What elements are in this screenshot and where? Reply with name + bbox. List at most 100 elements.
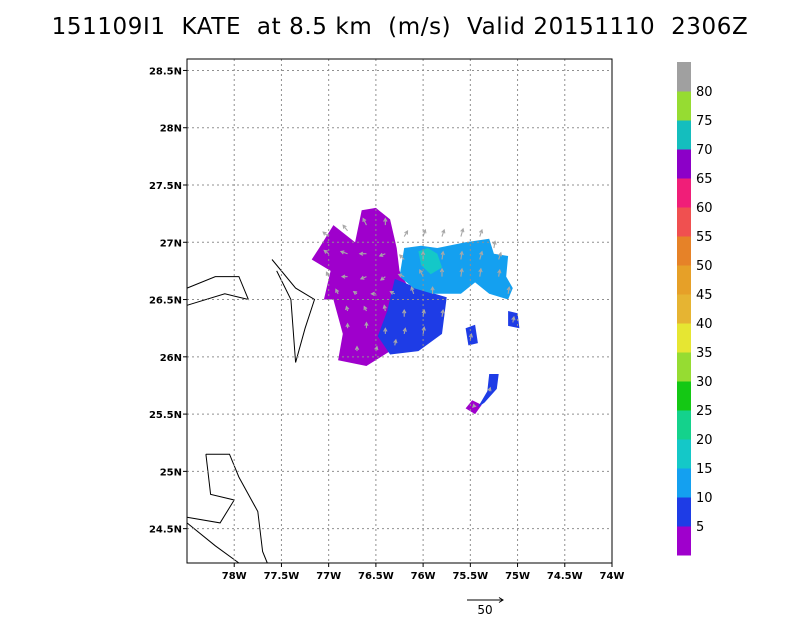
colorbar-segment — [677, 236, 691, 266]
wind-vector — [345, 322, 350, 329]
colorbar-segment — [677, 265, 691, 295]
wind-vector — [487, 386, 492, 392]
chart-title: 151109I1 KATE at 8.5 km (m/s) Valid 2015… — [51, 14, 749, 40]
coastline-0 — [186, 276, 250, 306]
colorbar-segment — [677, 497, 691, 527]
wind-vector — [397, 273, 405, 278]
wind-vector — [363, 305, 368, 312]
wind-vector — [399, 254, 405, 260]
reference-arrow-head — [498, 597, 504, 603]
wind-vector — [459, 267, 464, 277]
wind-speed-fill — [311, 207, 520, 415]
plot-frame — [186, 58, 613, 564]
x-tick-label: 75.5W — [452, 571, 488, 582]
wind-vector — [354, 345, 360, 352]
wind-vector — [459, 250, 464, 260]
x-tick-label: 74W — [600, 571, 625, 582]
colorbar-segment — [677, 91, 691, 121]
colorbar-segment — [677, 178, 691, 208]
wind-vector — [441, 228, 446, 237]
colorbar-label: 25 — [696, 404, 713, 419]
wind-vectors — [322, 217, 516, 408]
colorbar-label: 30 — [696, 375, 713, 390]
wind-vector — [403, 230, 409, 237]
wind-vector — [511, 315, 516, 323]
colorbar-segment — [677, 468, 691, 498]
x-tick-label: 78W — [222, 571, 247, 582]
wind-vector — [342, 224, 348, 232]
y-tick-label: 25.5N — [149, 410, 182, 421]
wind-vector — [460, 227, 465, 237]
y-tick-label: 26.5N — [149, 296, 182, 307]
colorbar-label: 60 — [696, 201, 713, 216]
colorbar-segment — [677, 62, 691, 92]
colorbar-label: 45 — [696, 288, 713, 303]
wind-vector — [439, 267, 445, 277]
reference-vector-label: 50 — [477, 603, 492, 617]
colorbar-label: 40 — [696, 317, 713, 332]
wind-vector — [497, 268, 502, 277]
wind-vector — [402, 308, 407, 317]
y-tick-label: 27N — [160, 238, 182, 249]
wind-vector — [479, 250, 484, 260]
coastline-3 — [186, 454, 235, 524]
y-tick-label: 28N — [160, 124, 182, 135]
wind-region-10-ms-2 — [377, 278, 447, 355]
wind-vector — [389, 290, 396, 295]
x-tick-label: 76W — [411, 571, 436, 582]
colorbar-label: 5 — [696, 520, 704, 535]
wind-vector — [323, 249, 329, 255]
coastline-1 — [271, 259, 316, 363]
wind-vector — [472, 403, 477, 408]
wind-vector — [383, 327, 388, 334]
wind-vector — [430, 286, 435, 294]
colorbar-label: 70 — [696, 143, 713, 158]
colorbar-segment — [677, 323, 691, 353]
colorbar-label: 15 — [696, 462, 713, 477]
colorbar-segment — [677, 526, 691, 556]
wind-vector — [506, 286, 511, 294]
wind-vector — [380, 276, 386, 281]
x-tick-label: 77W — [316, 571, 341, 582]
colorbar-label: 55 — [696, 230, 713, 245]
colorbar-segment — [677, 410, 691, 440]
y-tick-label: 24.5N — [149, 525, 182, 536]
wind-vector — [382, 304, 387, 312]
colorbar-label: 65 — [696, 172, 713, 187]
colorbar-segment — [677, 207, 691, 237]
wind-vector — [478, 267, 483, 277]
colorbar-label: 35 — [696, 346, 713, 361]
wind-vector — [352, 290, 358, 295]
wind-vector — [359, 275, 367, 280]
x-tick-label: 74.5W — [547, 571, 583, 582]
x-tick-label: 76.5W — [358, 571, 394, 582]
wind-vector — [362, 217, 367, 226]
x-tick-label: 75W — [505, 571, 530, 582]
wind-vector — [370, 291, 376, 296]
reference-vector: 50 — [467, 597, 504, 617]
wind-vector — [378, 252, 386, 257]
colorbar: 5 10 15 20 25 30 35 40 45 50 55 60 65 70 75 80 — [677, 62, 713, 556]
y-tick-label: 27.5N — [149, 181, 182, 192]
colorbar-label: 75 — [696, 114, 713, 129]
wind-vector — [419, 269, 424, 277]
y-tick-label: 26N — [160, 353, 182, 364]
coastline-2 — [205, 453, 268, 564]
wind-vector — [410, 286, 415, 294]
colorbar-label: 80 — [696, 85, 713, 100]
y-tick-label: 25N — [160, 467, 182, 478]
colorbar-label: 20 — [696, 433, 713, 448]
grid-lines — [187, 59, 612, 563]
wind-vector — [358, 251, 367, 256]
wind-vector — [492, 240, 497, 249]
wind-vector — [345, 305, 350, 312]
wind-vector — [383, 217, 388, 226]
wind-vector — [440, 250, 445, 260]
wind-vector — [479, 228, 484, 237]
colorbar-segment — [677, 120, 691, 150]
wind-vector — [393, 338, 398, 346]
coastline-4 — [186, 522, 240, 564]
wind-vector — [322, 231, 330, 237]
wind-vector — [335, 288, 340, 295]
